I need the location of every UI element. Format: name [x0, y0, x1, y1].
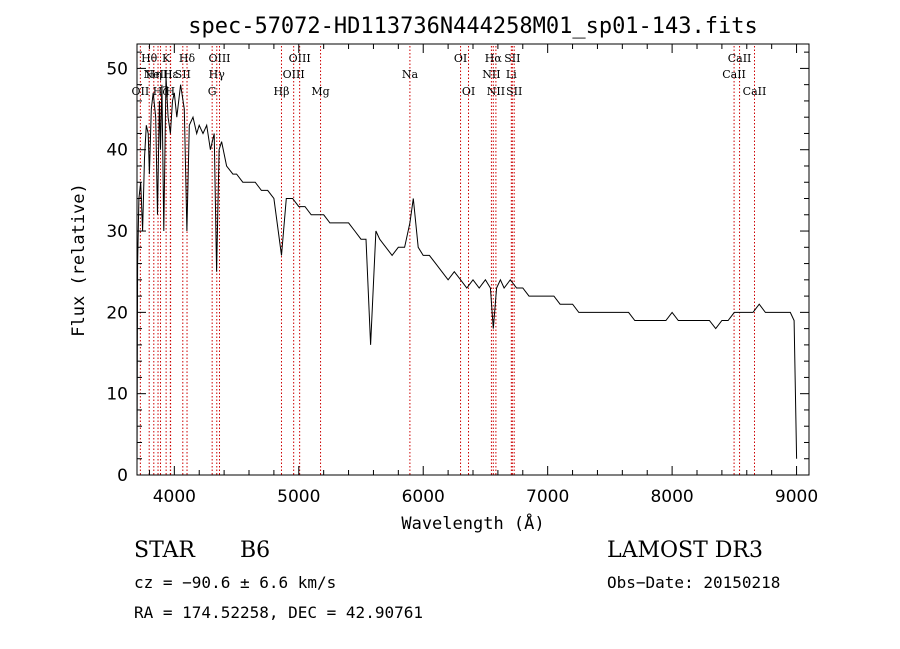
line-marker-label: CaII — [743, 85, 767, 98]
spectrum-line — [136, 76, 798, 467]
line-marker-label: OIII — [289, 52, 311, 65]
line-marker-label: OIII — [283, 68, 305, 81]
chart-title: spec-57072-HD113736N444258M01_sp01-143.f… — [188, 14, 758, 39]
y-tick-label: 40 — [106, 141, 128, 161]
survey-name: LAMOST DR3 — [607, 538, 763, 563]
x-tick-label: 6000 — [402, 487, 445, 507]
y-tick-label: 20 — [106, 303, 128, 323]
obs-date-text: Obs−Date: 20150218 — [607, 573, 781, 592]
line-marker-label: Hα — [485, 52, 503, 65]
line-marker-label: Hζ — [153, 85, 169, 98]
x-tick-label: 4000 — [153, 487, 196, 507]
coordinates-text: RA = 174.52258, DEC = 42.90761 — [134, 603, 423, 622]
redshift-text: cz = −90.6 ± 6.6 km/s — [134, 573, 337, 592]
plot-frame — [136, 43, 810, 476]
line-marker-label: Hη — [146, 68, 162, 81]
line-marker-label: OII — [132, 85, 150, 98]
line-marker-label: G — [208, 85, 217, 98]
line-marker-label: Na — [402, 68, 419, 81]
object-class: STAR — [134, 538, 195, 563]
line-marker-label: H — [166, 85, 176, 98]
line-marker-label: OIII — [208, 52, 230, 65]
line-marker-label: Hε — [163, 68, 179, 81]
line-marker-label: Hθ — [141, 52, 158, 65]
line-marker-label: NII — [482, 68, 500, 81]
line-marker-label: NII — [487, 85, 505, 98]
x-tick-label: 8000 — [650, 487, 693, 507]
y-tick-label: 30 — [106, 222, 128, 242]
line-marker-label: K — [162, 52, 171, 65]
x-tick-label: 9000 — [775, 487, 818, 507]
line-marker-label: Hγ — [209, 68, 226, 81]
emission-line-markers — [139, 46, 755, 475]
y-axis-ticks: 0 10 20 30 40 50 — [106, 51, 809, 486]
y-tick-label: 0 — [117, 466, 128, 486]
line-marker-label: OI — [462, 85, 475, 98]
y-tick-label: 10 — [106, 385, 128, 405]
object-subclass: B6 — [240, 538, 271, 563]
y-axis-label: Flux (relative) — [69, 183, 89, 337]
line-marker-label: SII — [504, 52, 520, 65]
x-axis-label: Wavelength (Å) — [401, 512, 544, 534]
line-marker-label: SII — [175, 68, 191, 81]
line-marker-label: Li — [506, 68, 517, 81]
line-marker-label: SII — [506, 85, 522, 98]
x-tick-label: 7000 — [526, 487, 569, 507]
line-marker-label: CaII — [728, 52, 752, 65]
line-marker-label: Hδ — [179, 52, 196, 65]
x-tick-label: 5000 — [277, 487, 320, 507]
line-marker-label: Mg — [311, 85, 329, 98]
line-marker-label: Hβ — [274, 85, 290, 98]
line-marker-label: OI — [454, 52, 467, 65]
emission-line-labels: OIIHθHηNeIIIHζKHHεSIIHδGHγOIIIHβOIIIOIII… — [132, 52, 767, 98]
x-axis-ticks: 4000 5000 6000 7000 8000 9000 — [148, 44, 818, 507]
line-marker-label: NeIII — [143, 68, 172, 81]
line-marker-label: CaII — [722, 68, 746, 81]
y-tick-label: 50 — [106, 59, 128, 79]
